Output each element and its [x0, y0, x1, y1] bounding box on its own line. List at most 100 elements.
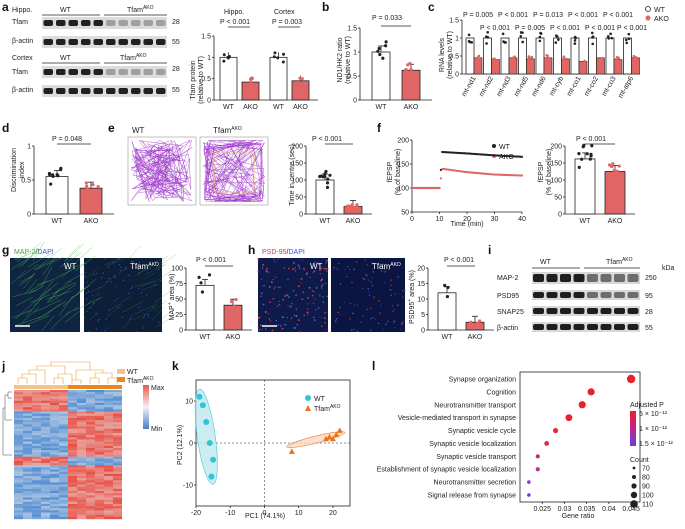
j-cell [41, 495, 50, 498]
j-cell [104, 460, 113, 464]
a-ylabel-2: (relative to WT) [198, 56, 205, 104]
j-cell [68, 433, 77, 436]
i-blot-band [600, 324, 612, 330]
j-cell [41, 499, 50, 502]
g-fibre [29, 280, 49, 292]
j-cell [23, 463, 32, 466]
i-band-label: MAP-2 [497, 275, 519, 282]
j-cell [14, 493, 23, 496]
j-cell [41, 420, 50, 423]
j-cell [59, 394, 68, 397]
h-punctum [267, 312, 269, 315]
g-fibre [138, 267, 153, 273]
c-point-wt [504, 41, 507, 44]
g-fibre [15, 315, 43, 326]
panel-f: f fEPSP (% of baseline) Time (min) WT AK… [377, 121, 635, 228]
b-xtick-label: WT [376, 104, 388, 111]
h-punctum [368, 294, 371, 296]
j-cell [95, 443, 104, 447]
j-cell [104, 503, 113, 507]
j-cell [68, 480, 77, 483]
j-cell [86, 422, 95, 425]
c-p-mid: P < 0.001 [550, 25, 580, 32]
d-point [85, 184, 89, 188]
j-cell [104, 478, 113, 481]
j-cell [14, 465, 23, 468]
fb-ytick-label: 150 [550, 161, 562, 168]
l-xlabel: Gene ratio [562, 513, 595, 520]
j-cell [41, 512, 50, 515]
j-cell [86, 508, 95, 511]
g-nucleus [98, 318, 100, 321]
i-blot-band [627, 308, 639, 314]
band-label-tfam-hippo: Tfam [12, 19, 28, 26]
c-bar-ako [578, 61, 588, 75]
h-punctum [306, 308, 309, 310]
h-punctum [283, 267, 286, 269]
j-cell [113, 396, 122, 399]
j-cell [14, 405, 23, 408]
j-cell [95, 508, 104, 511]
j-cell [113, 467, 122, 470]
j-cell [23, 405, 32, 408]
j-cell [113, 506, 122, 509]
j-cell [59, 456, 68, 459]
c-point-wt [538, 35, 542, 39]
h-punctum [287, 267, 290, 270]
c-xtick-label: mt-co1 [566, 75, 583, 97]
blot-band [143, 39, 153, 45]
e-ytick-label: 0 [299, 212, 303, 219]
j-cell [68, 463, 77, 466]
h-point [475, 321, 480, 325]
j-cell [77, 516, 86, 520]
k-point-wt [203, 419, 210, 425]
j-cell [14, 484, 23, 487]
j-cell [104, 417, 113, 421]
j-cell [32, 491, 41, 494]
kda-55-cortex: 55 [172, 87, 180, 94]
c-legend-wt: WT [654, 7, 666, 14]
g-fibre [117, 267, 127, 275]
j-cell [104, 428, 113, 432]
j-cell [95, 435, 104, 438]
j-legend-ako: TfamAKO [127, 376, 154, 385]
h-punctum [297, 319, 300, 321]
j-cell [14, 499, 23, 502]
a-bar [269, 56, 288, 101]
g-fibre [41, 266, 53, 287]
c-point-wt [625, 41, 629, 45]
h-punctum [335, 317, 338, 320]
i-blot-band [546, 274, 558, 282]
h-punctum [320, 279, 323, 282]
j-cell [104, 443, 113, 447]
k-ellipse-wt [194, 388, 218, 485]
c-point-wt [557, 38, 560, 41]
h-punctum [289, 305, 292, 308]
j-cell [14, 445, 23, 449]
j-cell [59, 390, 68, 393]
c-point-ako [528, 56, 531, 60]
j-cell [86, 471, 95, 475]
j-cell [113, 476, 122, 479]
c-ytick-label: 1 [455, 36, 459, 43]
g-fibre [143, 303, 158, 317]
h-punctum [394, 327, 396, 329]
j-cell [23, 426, 32, 429]
g-nucleus [138, 287, 140, 289]
j-cell [41, 478, 50, 481]
j-cell [59, 424, 68, 427]
a-point [250, 77, 254, 81]
j-cell [41, 415, 50, 419]
c-point-wt [501, 32, 505, 36]
j-cell [77, 445, 86, 449]
h-punctum [260, 292, 263, 295]
h-ytick-label: 20 [417, 266, 425, 273]
j-cell [68, 476, 77, 479]
e-point [328, 173, 332, 177]
j-cell [68, 484, 77, 487]
h-punctum [363, 278, 366, 281]
j-cell [41, 390, 50, 393]
j-cell [50, 441, 59, 444]
c-bar-ako [473, 57, 483, 75]
j-cell [14, 450, 23, 453]
